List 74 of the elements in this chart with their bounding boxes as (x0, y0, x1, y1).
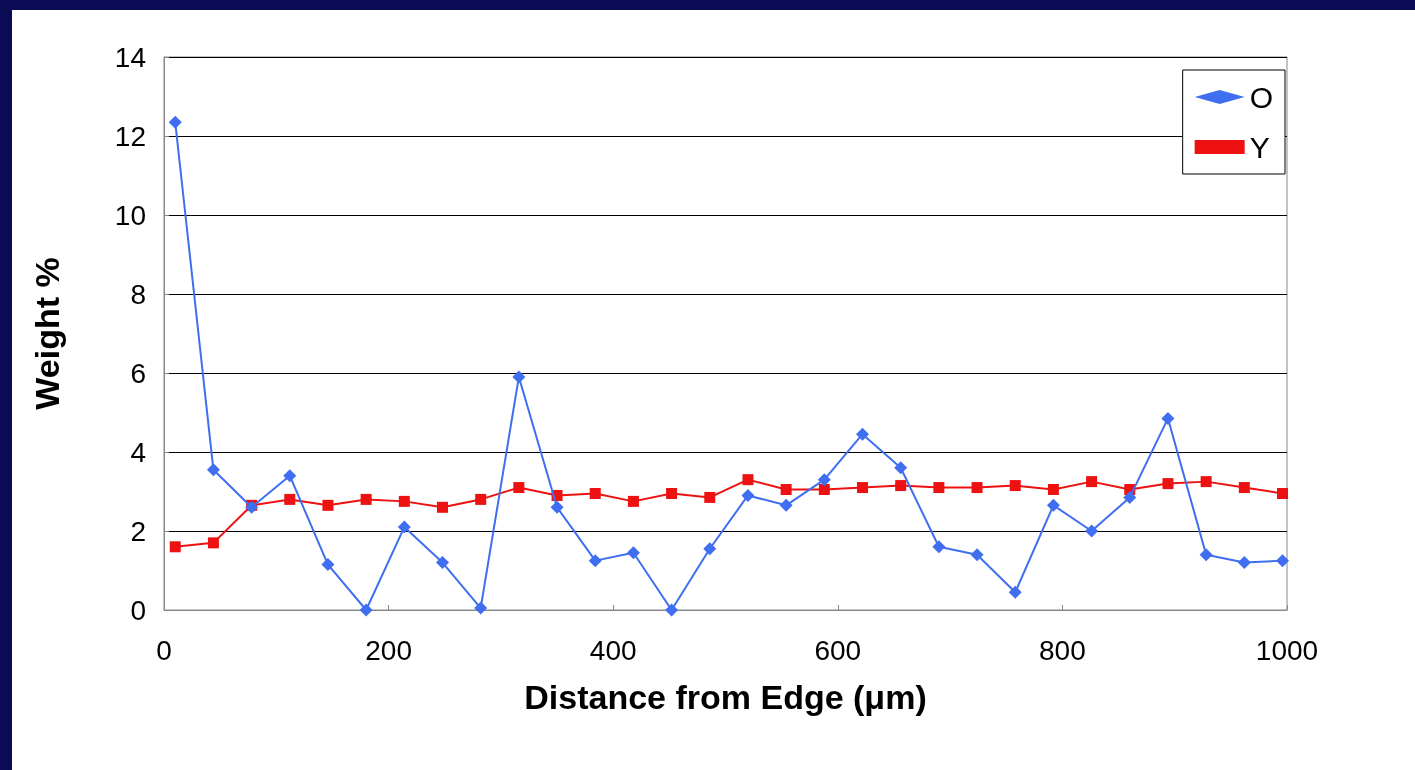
point (284, 493, 296, 505)
point (1008, 585, 1022, 599)
point (665, 603, 679, 617)
x-tick-label: 800 (1039, 634, 1086, 666)
point (550, 500, 564, 514)
point (1238, 482, 1250, 494)
point (856, 427, 870, 441)
x-tick-label: 200 (365, 634, 412, 666)
point (970, 548, 984, 562)
y-tick-label: 0 (130, 594, 146, 626)
point (322, 499, 334, 511)
point (437, 501, 448, 513)
point (1200, 476, 1212, 488)
point (817, 473, 831, 487)
point (857, 482, 869, 494)
point (626, 546, 640, 560)
point (588, 554, 602, 568)
point (206, 463, 220, 477)
point (168, 115, 182, 129)
point (1086, 476, 1098, 488)
point (1237, 556, 1251, 570)
point (1009, 480, 1021, 492)
point (1123, 490, 1137, 504)
point (894, 461, 908, 475)
y-tick-label: 8 (130, 278, 146, 310)
point (475, 493, 487, 505)
point (398, 495, 410, 507)
y-tick-label: 4 (130, 436, 146, 468)
point (779, 498, 793, 512)
y-tick-label: 12 (114, 120, 146, 152)
point (703, 542, 717, 556)
point (1046, 498, 1060, 512)
point (704, 491, 716, 503)
x-tick-label: 0 (156, 634, 172, 666)
y-tick-label: 2 (130, 515, 146, 547)
point (397, 520, 411, 534)
legend-label: Y (1249, 130, 1270, 164)
y-tick-label: 14 (114, 41, 146, 73)
point (1161, 411, 1175, 425)
legend-label: O (1249, 80, 1274, 114)
point (513, 482, 525, 494)
point (1199, 548, 1213, 562)
point (360, 493, 372, 505)
point (627, 495, 639, 507)
point (1276, 554, 1290, 568)
point (283, 469, 297, 483)
point (741, 488, 755, 502)
y-tick-label: 6 (130, 357, 146, 389)
x-tick-label: 1000 (1255, 634, 1319, 666)
y-tick-label: 10 (114, 199, 146, 231)
point (1047, 484, 1059, 496)
point (780, 484, 792, 496)
point (474, 601, 488, 615)
point (436, 556, 449, 570)
point (207, 537, 219, 549)
y-axis-title: Weight % (28, 257, 66, 410)
point (895, 480, 907, 492)
point (321, 558, 335, 572)
point (933, 482, 945, 494)
x-axis-title: Distance from Edge (μm) (524, 678, 927, 716)
point (512, 370, 526, 384)
point (666, 487, 678, 499)
point (359, 603, 373, 617)
point (1085, 524, 1099, 538)
x-tick-label: 400 (589, 634, 637, 666)
point (818, 484, 830, 496)
x-tick-label: 600 (814, 634, 862, 666)
point (589, 487, 601, 499)
point (1162, 478, 1174, 490)
point (932, 540, 946, 554)
point (169, 541, 181, 553)
point (1277, 487, 1289, 499)
point (971, 482, 983, 494)
point (742, 474, 754, 486)
